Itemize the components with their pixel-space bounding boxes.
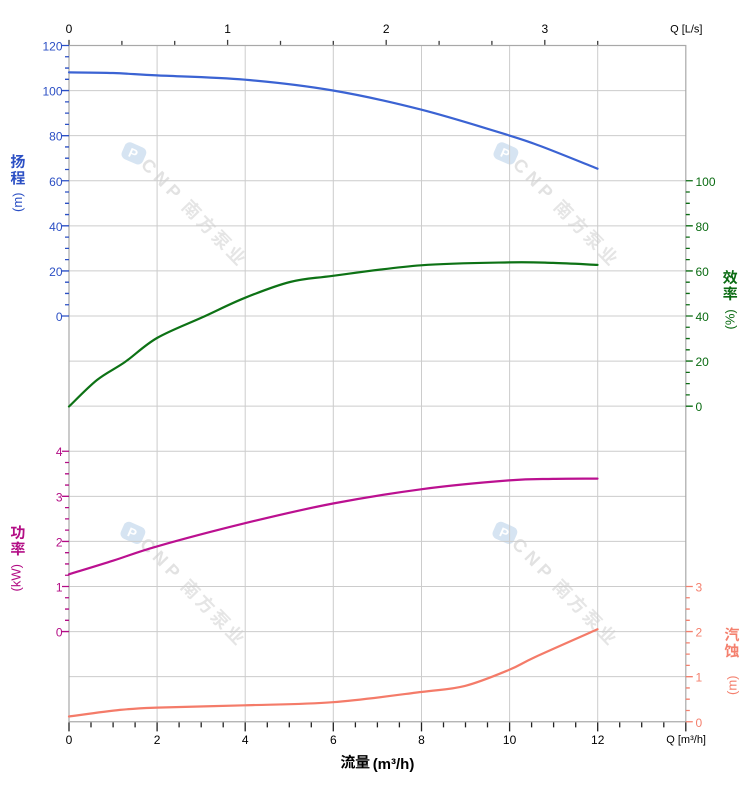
svg-text:(m³/h): (m³/h) <box>373 756 415 773</box>
svg-text:Q [m³/h]: Q [m³/h] <box>666 734 706 746</box>
svg-text:0: 0 <box>696 716 703 730</box>
svg-text:2: 2 <box>154 733 161 747</box>
svg-text:20: 20 <box>49 265 63 279</box>
svg-text:8: 8 <box>418 733 425 747</box>
svg-text:(kW): (kW) <box>8 564 23 591</box>
svg-text:2: 2 <box>696 626 703 640</box>
svg-text:3: 3 <box>56 490 63 504</box>
svg-text:0: 0 <box>66 733 73 747</box>
svg-text:6: 6 <box>330 733 337 747</box>
svg-text:40: 40 <box>696 310 710 324</box>
svg-text:2: 2 <box>383 22 390 36</box>
svg-text:20: 20 <box>696 355 710 369</box>
svg-text:60: 60 <box>49 175 63 189</box>
svg-text:4: 4 <box>242 733 249 747</box>
svg-text:120: 120 <box>42 40 62 54</box>
svg-text:0: 0 <box>66 22 73 36</box>
svg-text:80: 80 <box>696 220 710 234</box>
svg-text:3: 3 <box>541 22 548 36</box>
svg-text:(m): (m) <box>724 676 739 696</box>
svg-text:12: 12 <box>591 733 605 747</box>
svg-text:(%): (%) <box>722 309 737 329</box>
svg-text:1: 1 <box>56 581 63 595</box>
svg-text:Q [L/s]: Q [L/s] <box>670 23 702 35</box>
svg-text:3: 3 <box>696 581 703 595</box>
svg-text:1: 1 <box>224 22 231 36</box>
svg-text:100: 100 <box>696 175 716 189</box>
svg-text:80: 80 <box>49 130 63 144</box>
svg-text:4: 4 <box>56 445 63 459</box>
svg-text:1: 1 <box>696 671 703 685</box>
svg-text:0: 0 <box>696 400 703 414</box>
svg-text:10: 10 <box>503 733 517 747</box>
svg-text:2: 2 <box>56 535 63 549</box>
svg-text:40: 40 <box>49 220 63 234</box>
svg-text:0: 0 <box>56 310 63 324</box>
svg-text:(m): (m) <box>10 193 25 213</box>
svg-text:100: 100 <box>42 85 62 99</box>
svg-text:60: 60 <box>696 265 710 279</box>
svg-text:0: 0 <box>56 626 63 640</box>
